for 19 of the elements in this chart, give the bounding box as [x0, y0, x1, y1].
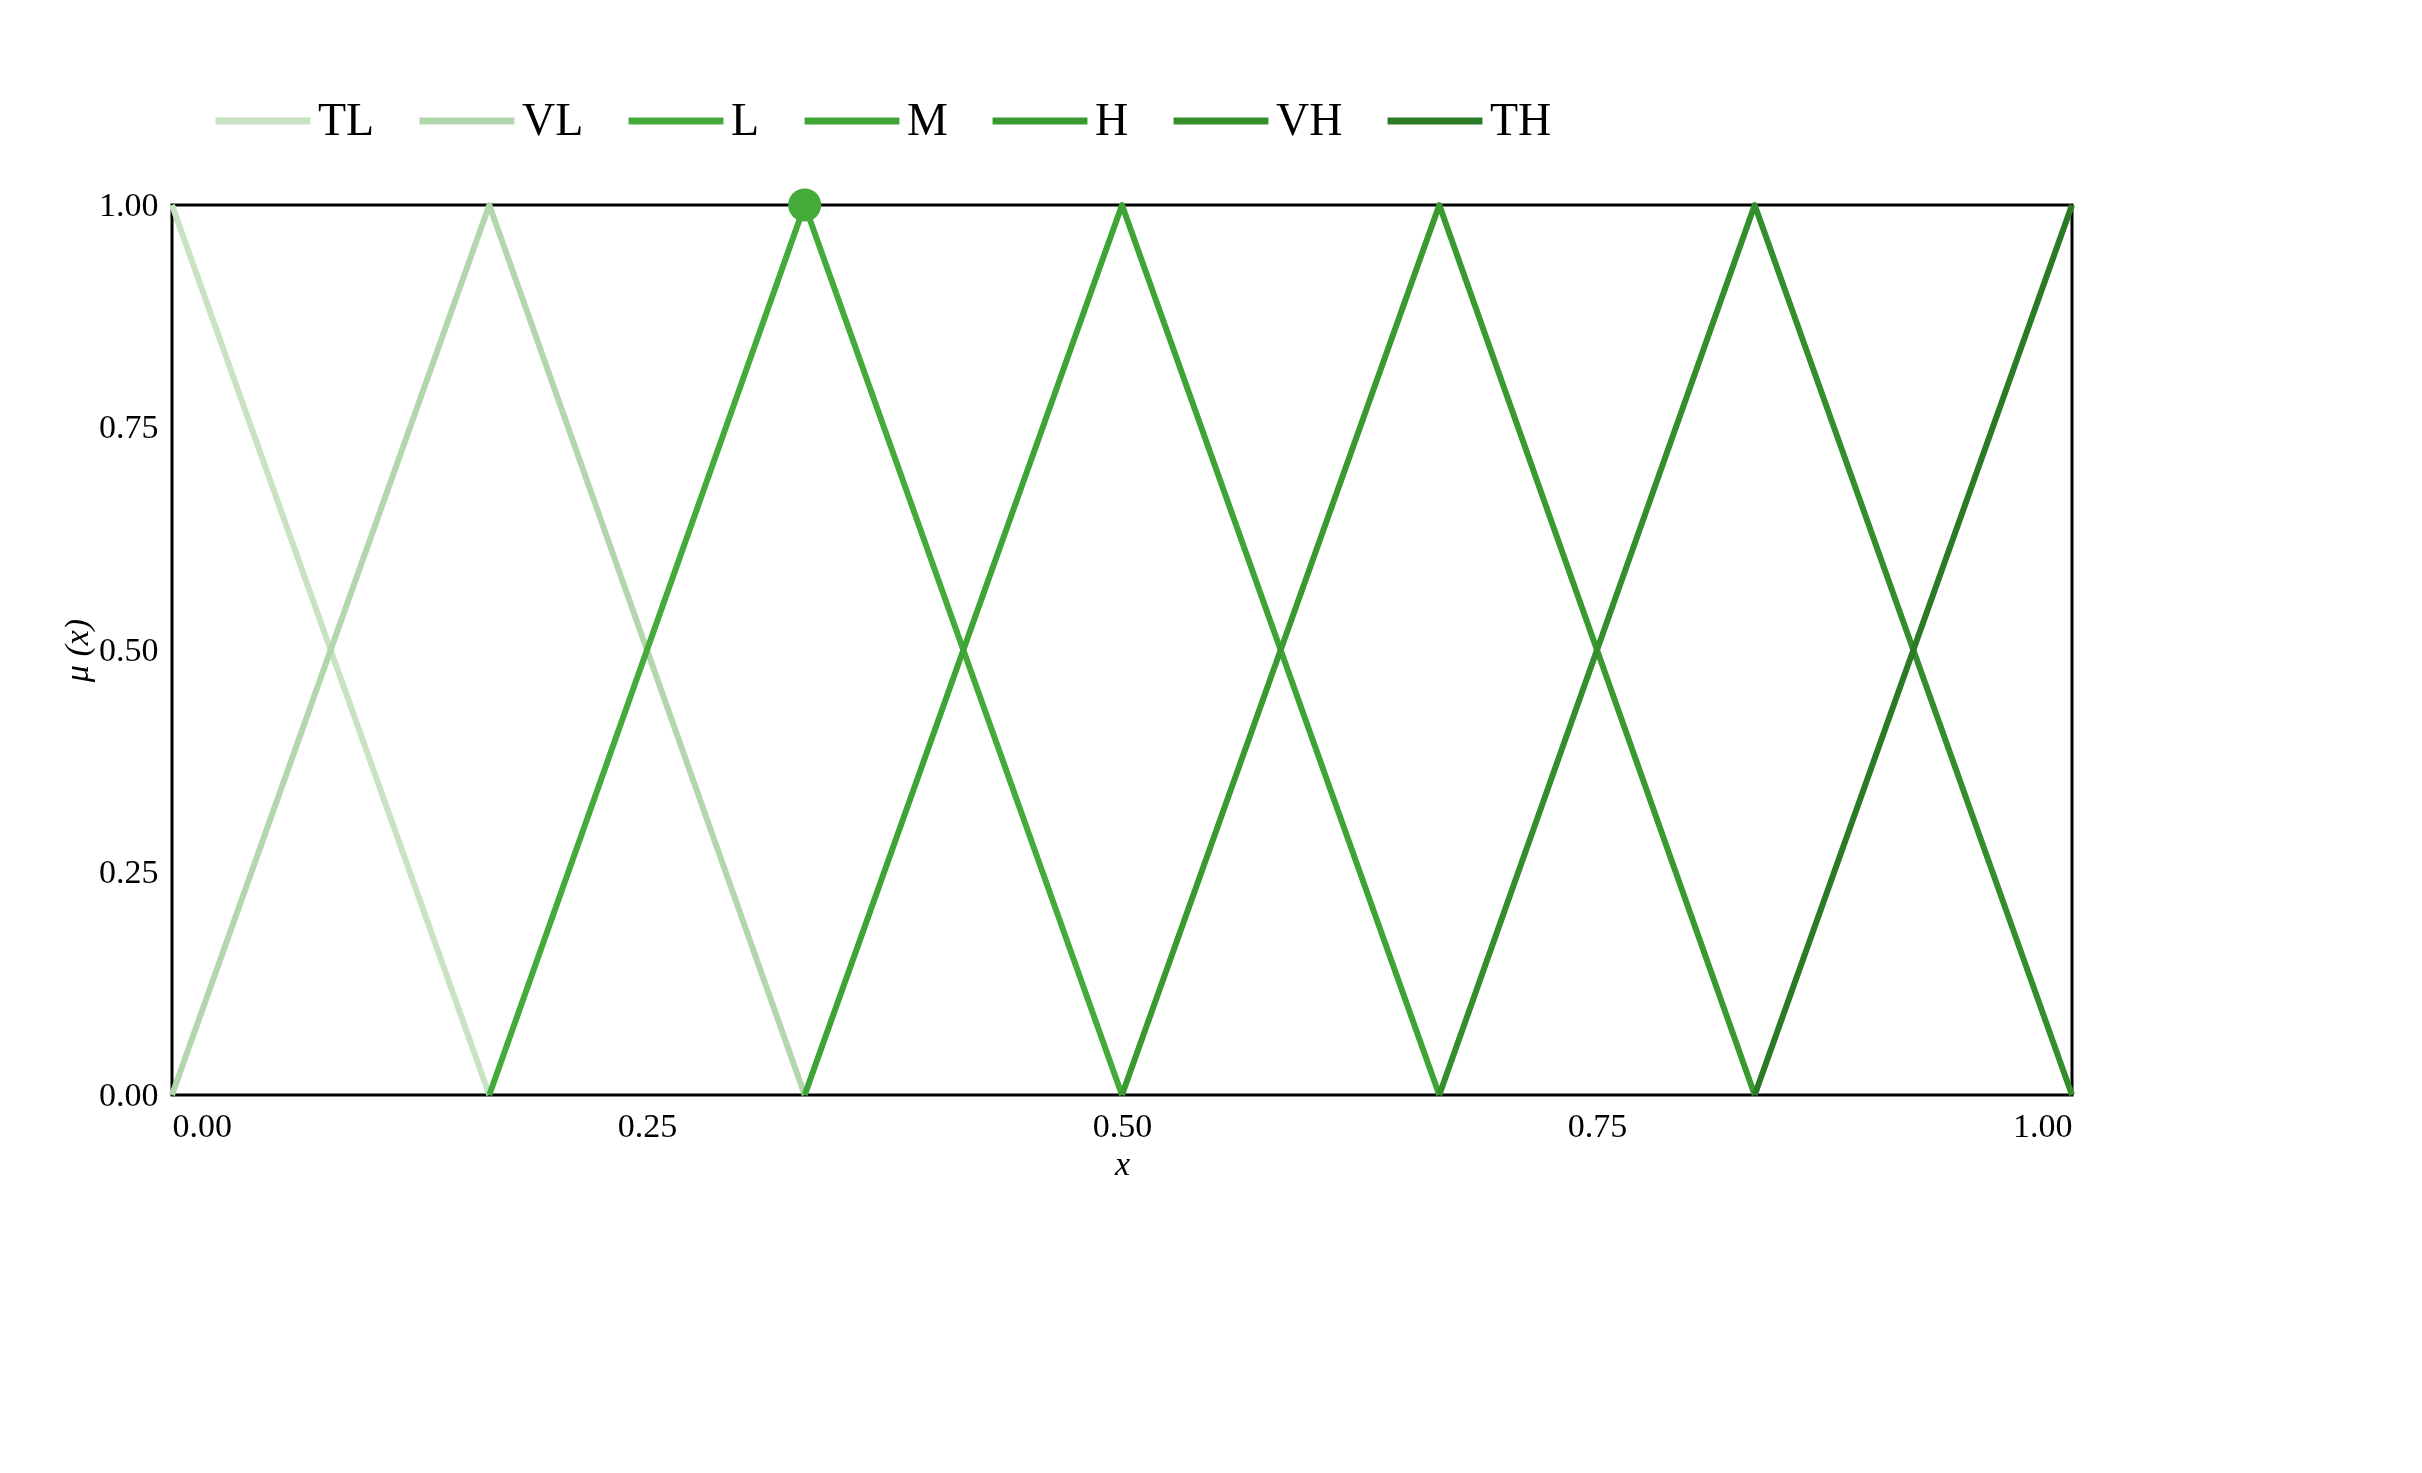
- y-tick-label: 0.25: [99, 853, 159, 890]
- x-tick-label: 0.25: [617, 1106, 678, 1144]
- legend-label: M: [907, 94, 948, 145]
- x-tick-label: 0.75: [1567, 1106, 1628, 1144]
- y-tick-label: 0.75: [99, 408, 159, 445]
- legend-label: H: [1095, 94, 1129, 145]
- x-tick-label: 0.50: [1092, 1106, 1153, 1144]
- legend-label: L: [731, 94, 760, 145]
- legend-label: VH: [1276, 94, 1343, 145]
- x-axis-title: x: [1113, 1144, 1131, 1182]
- legend-label: TH: [1490, 94, 1552, 145]
- y-tick-label: 0.50: [99, 630, 159, 668]
- y-tick-label: 1.00: [99, 185, 159, 223]
- legend-label: TL: [318, 94, 375, 145]
- y-axis-title: μ (x): [58, 618, 96, 684]
- x-tick-label: 1.00: [2013, 1106, 2073, 1144]
- legend-label: VL: [522, 94, 584, 145]
- x-tick-label: 0.00: [172, 1106, 232, 1144]
- y-tick-label: 0.00: [99, 1075, 159, 1113]
